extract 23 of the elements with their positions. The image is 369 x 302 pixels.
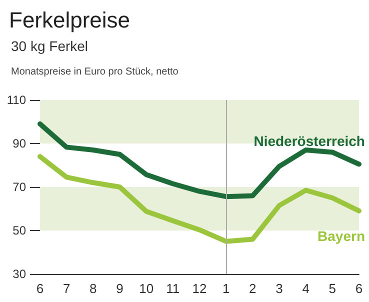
x-tick-label: 10 xyxy=(139,281,154,296)
chart-title: Ferkelpreise xyxy=(9,8,130,32)
x-tick-label: 6 xyxy=(355,281,363,296)
y-tick-label: 110 xyxy=(6,93,26,107)
y-tick-label: 50 xyxy=(12,224,26,238)
series-label: Niederösterreich xyxy=(254,133,365,150)
y-tick-label: 90 xyxy=(12,136,26,150)
x-tick-label: 4 xyxy=(302,281,310,296)
chart-subtitle: 30 kg Ferkel xyxy=(11,38,88,54)
x-tick-label: 1 xyxy=(222,281,230,296)
y-tick-label: 70 xyxy=(12,180,26,194)
x-tick-label: 5 xyxy=(328,281,336,296)
x-tick-label: 3 xyxy=(276,281,283,296)
x-tick-label: 2 xyxy=(249,281,256,296)
x-tick-label: 7 xyxy=(62,281,70,296)
y-tick-label: 30 xyxy=(12,267,26,281)
x-tick-label: 11 xyxy=(166,281,180,296)
x-tick-label: 12 xyxy=(192,281,207,296)
text: Monatspreise in Euro pro Stück, netto xyxy=(11,66,179,78)
x-tick-label: 9 xyxy=(116,281,124,296)
x-tick-label: 6 xyxy=(36,281,44,296)
x-tick-label: 8 xyxy=(90,281,97,296)
series-label: Bayern xyxy=(318,228,365,244)
